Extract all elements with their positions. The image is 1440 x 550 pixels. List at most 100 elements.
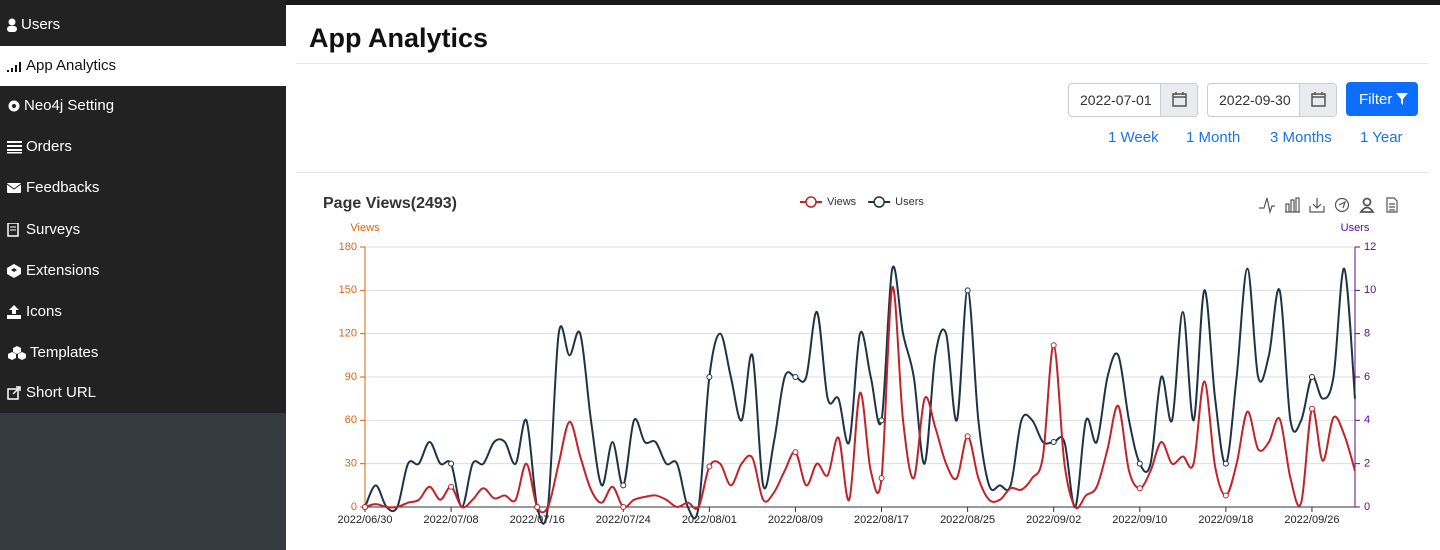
data-point <box>964 433 971 440</box>
y2-axis-title: Users <box>1341 222 1370 234</box>
tool-icon <box>1359 206 1375 213</box>
nav-label: Extensions <box>26 262 100 279</box>
nav-item[interactable]: Surveys <box>0 210 286 250</box>
calendar-button[interactable] <box>1299 84 1336 116</box>
icon <box>8 100 20 112</box>
page-title: App Analytics <box>309 23 489 53</box>
date-value: 2022-07-01 <box>1080 92 1152 108</box>
nav-label: Users <box>21 16 61 33</box>
range-link[interactable]: 1 Month <box>1186 129 1241 146</box>
icon <box>7 18 17 32</box>
y2-tick-label: 10 <box>1364 284 1376 296</box>
x-tick-label: 2022/07/08 <box>424 514 479 526</box>
data-point <box>620 482 627 489</box>
date-input[interactable]: 2022-07-01 <box>1068 83 1198 117</box>
icon <box>1172 92 1187 107</box>
x-tick-label: 2022/08/25 <box>940 514 995 526</box>
tool-icon[interactable] <box>1309 198 1325 213</box>
icon <box>1311 92 1326 107</box>
icon <box>7 223 19 237</box>
calendar-button[interactable] <box>1160 84 1197 116</box>
icon <box>7 264 21 278</box>
x-tick-label: 2022/08/09 <box>768 514 823 526</box>
tool-icon <box>1338 200 1347 209</box>
sidebar: Users App Analytics Neo4j Setting Orders… <box>0 0 286 550</box>
data-point <box>534 504 541 510</box>
date-value: 2022-09-30 <box>1219 92 1291 108</box>
x-tick-label: 2022/07/24 <box>596 514 651 526</box>
nav-label: Orders <box>26 138 72 155</box>
y2-tick-label: 4 <box>1364 414 1370 426</box>
x-tick-label: 2022/09/10 <box>1112 514 1167 526</box>
series-line <box>364 265 1356 525</box>
main: App Analytics 2022-07-01 2022-09-30 Filt… <box>286 5 1440 550</box>
y-axis-title: Views <box>350 222 380 234</box>
icon <box>7 141 22 154</box>
y-tick-label: 60 <box>345 414 357 426</box>
y-tick-label: 120 <box>339 328 357 340</box>
divider <box>296 63 1428 64</box>
nav-item[interactable]: Templates <box>0 333 286 373</box>
range-link[interactable]: 1 Year <box>1360 129 1403 146</box>
icon <box>7 386 21 400</box>
y2-tick-label: 8 <box>1364 328 1370 340</box>
y2-tick-label: 6 <box>1364 371 1370 383</box>
nav-item[interactable]: Extensions <box>0 251 286 291</box>
x-tick-label: 2022/09/18 <box>1198 514 1253 526</box>
nav-label: Icons <box>26 303 62 320</box>
data-point <box>706 374 713 380</box>
toolbox <box>1259 197 1398 215</box>
nav-item[interactable]: Icons <box>0 292 286 332</box>
nav-item[interactable]: Orders <box>0 127 286 167</box>
icon <box>7 183 22 193</box>
icon <box>7 305 21 319</box>
nav-label: App Analytics <box>26 57 117 74</box>
nav-item[interactable]: Feedbacks <box>0 168 286 208</box>
data-point <box>878 475 885 482</box>
tool-icon[interactable] <box>1386 197 1398 213</box>
y-tick-label: 180 <box>339 241 357 253</box>
data-point <box>620 504 627 510</box>
data-point <box>792 449 799 456</box>
icon <box>7 62 21 72</box>
legend-label: Users <box>895 196 924 208</box>
sidebar-menu: Users App Analytics Neo4j Setting Orders… <box>0 0 286 413</box>
tool-icon[interactable] <box>1285 197 1300 213</box>
tool-icon[interactable] <box>1334 197 1350 213</box>
nav-item[interactable]: App Analytics <box>0 46 286 86</box>
range-link[interactable]: 1 Week <box>1108 129 1159 146</box>
data-point <box>1308 374 1315 380</box>
icon <box>8 346 26 360</box>
data-point <box>448 460 455 467</box>
data-point <box>878 417 885 424</box>
button-label: Filter <box>1359 91 1393 108</box>
y-tick-label: 150 <box>339 284 357 296</box>
data-point <box>1222 460 1229 467</box>
series-line <box>364 286 1356 514</box>
x-tick-label: 2022/07/16 <box>510 514 565 526</box>
tool-icon[interactable] <box>1259 197 1275 215</box>
nav-item[interactable]: Short URL <box>0 373 286 413</box>
nav-label: Surveys <box>26 221 81 238</box>
range-link[interactable]: 3 Months <box>1270 129 1332 146</box>
data-point <box>706 463 713 470</box>
data-point <box>1308 405 1315 412</box>
x-tick-label: 2022/08/17 <box>854 514 909 526</box>
data-point <box>362 504 368 510</box>
data-point <box>1136 485 1143 492</box>
filter-button[interactable]: Filter <box>1346 82 1418 116</box>
top-bar <box>0 0 1440 5</box>
nav-item[interactable]: Neo4j Setting <box>0 86 286 126</box>
x-tick-label: 2022/06/30 <box>337 514 392 526</box>
chart-title: Page Views(2493) <box>323 195 457 212</box>
nav-item[interactable]: Users <box>0 5 286 45</box>
y-tick-label: 30 <box>345 458 357 470</box>
data-point <box>964 287 971 294</box>
tool-icon[interactable] <box>1362 197 1372 207</box>
nav-label: Neo4j Setting <box>24 97 115 114</box>
x-tick-label: 2022/08/01 <box>682 514 737 526</box>
legend-label: Views <box>827 196 857 208</box>
date-input[interactable]: 2022-09-30 <box>1207 83 1337 117</box>
